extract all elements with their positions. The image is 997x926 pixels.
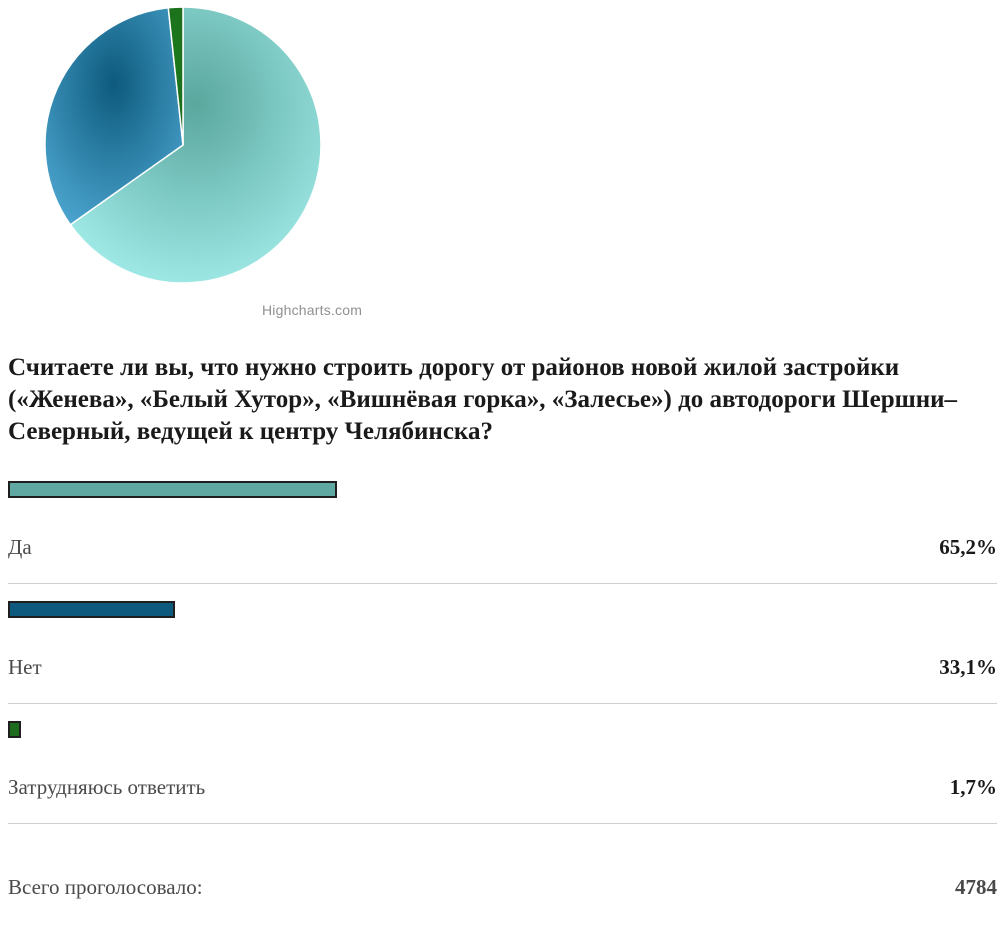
answer-undecided-label: Затрудняюсь ответить (8, 775, 206, 799)
answer-yes-label: Да (8, 535, 32, 559)
answer-yes-bar (8, 481, 337, 498)
credits-label[interactable]: Highcharts.com (262, 302, 363, 318)
total-votes-row: Всего проголосовало: 4784 (8, 875, 997, 899)
poll-answers: Да 65,2% Нет 33,1% Затрудняюсь ответить … (8, 481, 997, 841)
pie-slice-no[interactable] (44, 6, 184, 226)
divider (8, 583, 997, 584)
total-votes-label: Всего проголосовало: (8, 875, 203, 899)
answer-undecided-percent: 1,7% (949, 775, 997, 799)
divider (8, 703, 997, 704)
answer-no-label: Нет (8, 655, 42, 679)
poll-question: Считаете ли вы, что нужно строить дорогу… (8, 354, 958, 445)
answer-no-bar (8, 601, 175, 618)
pie-slice-yes[interactable] (69, 6, 322, 284)
answer-yes: Да 65,2% (8, 481, 997, 601)
pie-chart-svg (44, 6, 322, 284)
total-votes-value: 4784 (955, 875, 997, 899)
answer-undecided-bar (8, 721, 21, 738)
pie-slices (44, 6, 322, 284)
answer-no-percent: 33,1% (939, 655, 997, 679)
pie-slice-undecided[interactable] (167, 6, 184, 146)
answer-no: Нет 33,1% (8, 601, 997, 721)
pie-chart (40, 4, 330, 294)
divider (8, 823, 997, 824)
answer-undecided: Затрудняюсь ответить 1,7% (8, 721, 997, 841)
answer-yes-percent: 65,2% (939, 535, 997, 559)
